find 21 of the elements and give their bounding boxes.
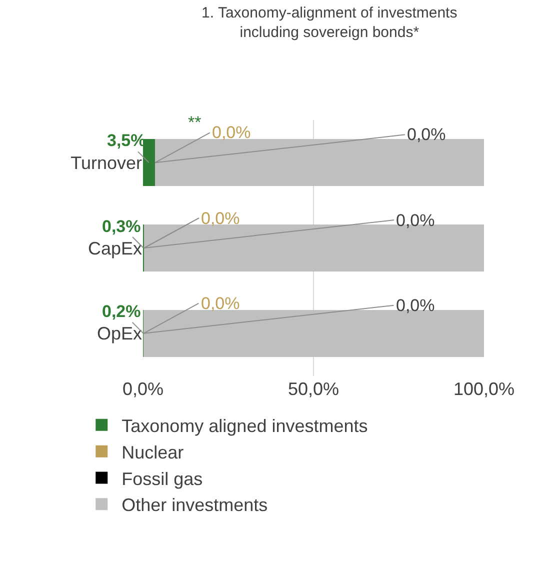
annotation: 0,0% bbox=[396, 296, 435, 315]
y-tick-label: OpEx bbox=[96, 324, 142, 344]
legend-label: Fossil gas bbox=[122, 468, 203, 489]
x-tick-label: 100,0% bbox=[453, 379, 515, 399]
bar bbox=[143, 139, 155, 186]
annotation: 0,0% bbox=[201, 294, 240, 313]
data-label: 0,3% bbox=[102, 217, 141, 236]
annotation: ** bbox=[188, 113, 202, 132]
annotation: 0,0% bbox=[201, 209, 240, 228]
x-tick-label: 0,0% bbox=[122, 379, 164, 399]
y-tick-label: CapEx bbox=[88, 238, 142, 258]
annotation: 0,0% bbox=[396, 211, 435, 230]
legend-label: Other investments bbox=[122, 495, 268, 516]
legend-label: Nuclear bbox=[122, 442, 184, 462]
x-tick-label: 50,0% bbox=[288, 379, 340, 399]
annotation: 0,0% bbox=[212, 123, 251, 142]
chart-title: 1. Taxonomy-alignment of investments including sovereign bonds* bbox=[202, 4, 458, 41]
legend-label: Taxonomy aligned investments bbox=[122, 416, 368, 436]
y-tick-label: Turnover bbox=[70, 152, 142, 173]
data-label: 0,2% bbox=[102, 302, 141, 321]
annotation: 0,0% bbox=[407, 125, 446, 144]
